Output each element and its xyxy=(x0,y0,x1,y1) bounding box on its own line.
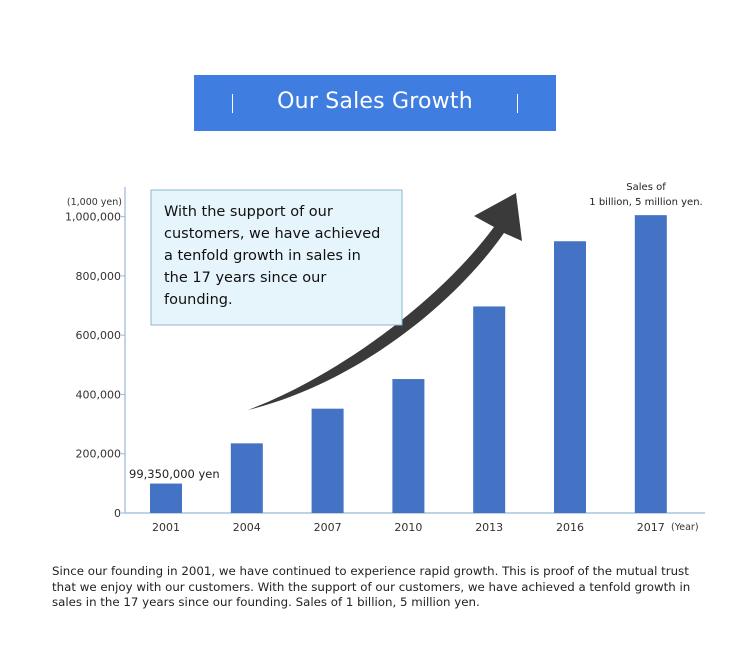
bar-2001 xyxy=(150,483,182,513)
growth-arrow-icon xyxy=(248,193,522,410)
title-left-divider xyxy=(232,94,233,113)
bar-2004 xyxy=(230,443,263,513)
title-right-divider xyxy=(517,94,518,113)
bar-2010 xyxy=(392,379,425,513)
sales-chart: 0 200,000 400,000 600,000 800,000 1,000,000 (1… xyxy=(65,182,705,534)
callout-line: the 17 years since our xyxy=(164,270,326,286)
callout-line: founding. xyxy=(164,292,233,308)
y-tick-label: 400,000 xyxy=(76,388,122,401)
x-tick-label: 2010 xyxy=(394,521,422,534)
callout-line: With the support of our xyxy=(164,204,333,220)
x-unit-label: (Year) xyxy=(671,522,699,533)
x-tick-label: 2013 xyxy=(475,521,503,534)
callout-line: customers, we have achieved xyxy=(164,226,380,242)
x-tick-label: 2001 xyxy=(152,521,180,534)
bar-2016 xyxy=(554,241,586,513)
bar-2017 xyxy=(634,215,667,513)
title-banner: Our Sales Growth xyxy=(194,75,556,131)
x-tick-label: 2017 xyxy=(637,521,665,534)
last-bar-annotation-line2: 1 billion, 5 million yen. xyxy=(589,197,702,208)
x-tick-label: 2016 xyxy=(556,521,584,534)
first-bar-annotation: 99,350,000 yen xyxy=(129,467,220,481)
callout-box xyxy=(150,189,403,326)
y-unit-label: (1,000 yen) xyxy=(67,197,122,208)
last-bar-annotation-line1: Sales of xyxy=(626,182,666,193)
y-tick-label: 1,000,000 xyxy=(65,211,121,224)
y-tick-label: 800,000 xyxy=(76,270,122,283)
callout-line: a tenfold growth in sales in xyxy=(164,248,361,264)
bar-2013 xyxy=(473,306,506,513)
y-tick-label: 600,000 xyxy=(76,329,122,342)
page-title: Our Sales Growth xyxy=(277,89,473,114)
y-tick-label: 200,000 xyxy=(76,448,122,461)
description-text: Since our founding in 2001, we have cont… xyxy=(52,564,691,609)
x-tick-label: 2004 xyxy=(233,521,261,534)
bar-2007 xyxy=(311,408,344,513)
x-tick-label: 2007 xyxy=(314,521,342,534)
y-tick-label: 0 xyxy=(114,507,121,520)
